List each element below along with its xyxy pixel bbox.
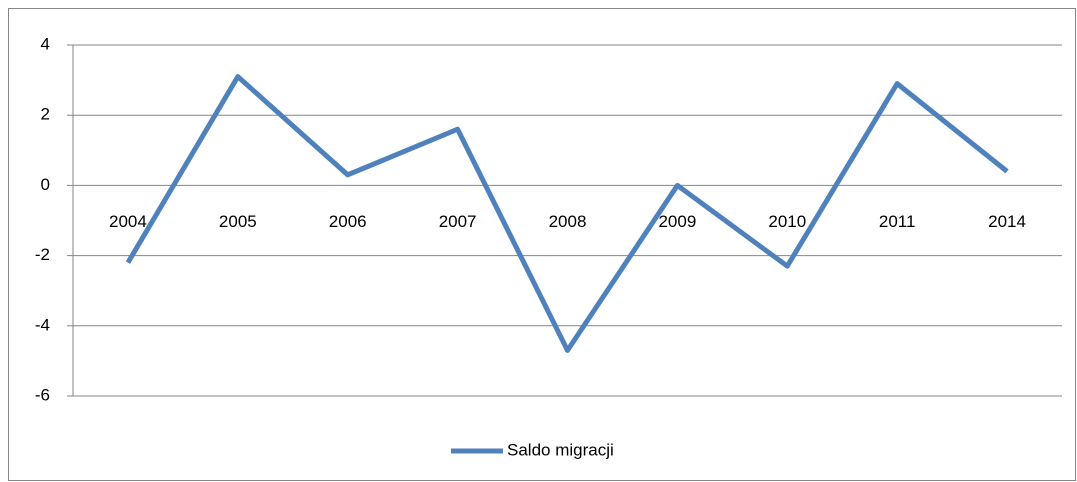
x-tick-label: 2007 [439, 212, 477, 231]
legend-label: Saldo migracji [507, 440, 614, 459]
x-tick-label: 2014 [988, 212, 1026, 231]
x-tick-label: 2010 [768, 212, 806, 231]
y-tick-label: -4 [35, 315, 50, 334]
y-tick-label: -6 [35, 385, 50, 404]
line-series [125, 74, 1009, 353]
x-tick-label: 2005 [219, 212, 257, 231]
y-tick-label: 0 [41, 175, 50, 194]
y-tick-label: 2 [41, 105, 50, 124]
x-tick-label: 2008 [549, 212, 587, 231]
x-tick-label: 2011 [879, 212, 916, 231]
y-tick-label: -2 [35, 245, 50, 264]
x-tick-label: 2004 [109, 212, 147, 231]
y-tick-label: 4 [41, 34, 50, 53]
x-tick-label: 2006 [329, 212, 367, 231]
chart-border [8, 8, 1076, 481]
x-tick-label: 2009 [658, 212, 696, 231]
